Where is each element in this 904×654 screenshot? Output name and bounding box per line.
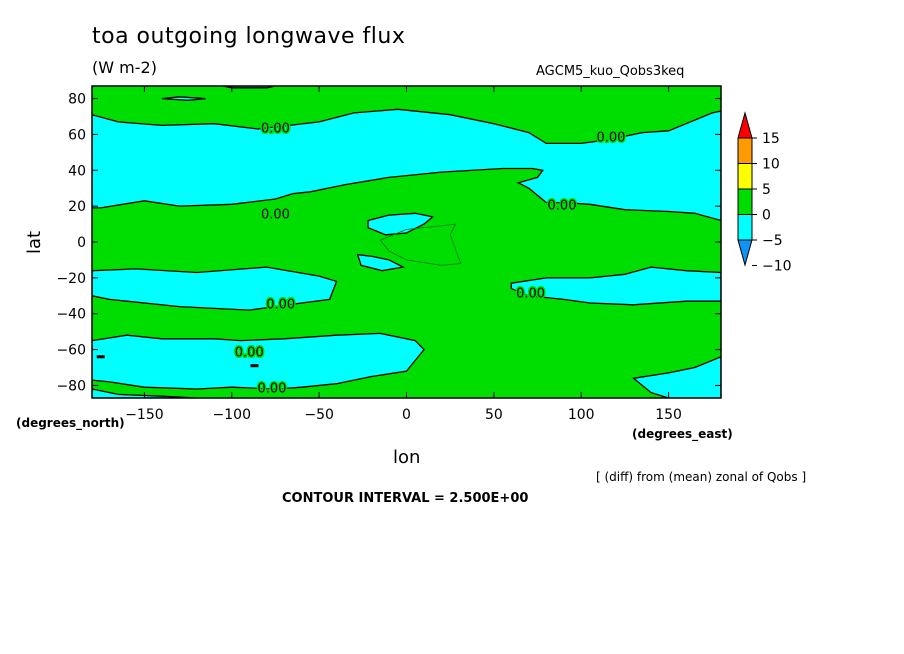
contour-label: 0.00 <box>261 208 290 223</box>
x-axis-unit: (degrees_east) <box>632 427 733 441</box>
contour-label: 0.00 <box>266 297 295 312</box>
negative-region <box>632 356 721 398</box>
y-tick-label: 40 <box>68 163 86 179</box>
negative-region <box>367 212 435 236</box>
x-tick-label: 0 <box>402 407 411 423</box>
colorbar-label: 10 <box>762 157 780 173</box>
y-tick-label: −60 <box>56 343 86 359</box>
colorbar-label: 15 <box>762 131 780 147</box>
x-tick-label: −50 <box>304 407 334 423</box>
y-tick-label: 20 <box>68 199 86 215</box>
y-tick-label: −20 <box>56 271 86 287</box>
colorbar-cell <box>737 214 753 241</box>
chart-units: (W m-2) <box>92 58 157 77</box>
contour-label: 0.00 <box>516 287 545 302</box>
colorbar-cell <box>737 137 753 164</box>
negative-region <box>92 388 197 398</box>
negative-region <box>356 253 406 272</box>
y-tick-label: −80 <box>56 378 86 394</box>
run-name: AGCM5_kuo_Qobs3keq <box>536 64 685 79</box>
y-axis-unit: (degrees_north) <box>16 416 125 430</box>
negative-region <box>92 108 721 222</box>
contour-label: 0.00 <box>548 199 577 214</box>
colorbar-cell <box>737 188 753 215</box>
contour-interval: CONTOUR INTERVAL = 2.500E+00 <box>282 491 529 506</box>
negative-region <box>161 96 206 101</box>
y-tick-label: 0 <box>77 235 86 251</box>
y-axis-label: lat <box>24 230 45 254</box>
x-tick-label: 50 <box>485 407 503 423</box>
contour-label: 0.00 <box>235 346 264 361</box>
y-tick-label: 80 <box>68 92 86 108</box>
contour-label: 0.00 <box>596 131 625 146</box>
operation-note: [ (diff) from (mean) zonal of Qobs ] <box>596 470 807 484</box>
colorbar-cell <box>737 111 753 139</box>
colorbar-label: 0 <box>762 208 771 224</box>
y-tick-label: 60 <box>68 127 86 143</box>
x-tick-label: −100 <box>213 407 251 423</box>
x-tick-label: −150 <box>125 407 163 423</box>
negative-region <box>510 266 721 306</box>
x-tick-label: 150 <box>655 407 682 423</box>
colorbar-cell <box>737 239 753 267</box>
colorbar-label: −5 <box>762 233 783 249</box>
contour-label: 0.00 <box>257 382 286 397</box>
negative-region <box>92 332 425 390</box>
colorbar-label: −10 <box>762 259 792 275</box>
colorbar-label: 5 <box>762 182 771 198</box>
x-tick-label: 100 <box>568 407 595 423</box>
chart-title: toa outgoing longwave flux <box>92 24 406 49</box>
contour-mark <box>96 355 105 359</box>
contour-label: 0.00 <box>261 122 290 137</box>
y-tick-label: −40 <box>56 307 86 323</box>
contour-line <box>379 223 462 266</box>
negative-region <box>92 266 338 311</box>
contour-mark <box>250 364 259 368</box>
x-axis-label: lon <box>393 447 421 468</box>
colorbar-cell <box>737 163 753 190</box>
